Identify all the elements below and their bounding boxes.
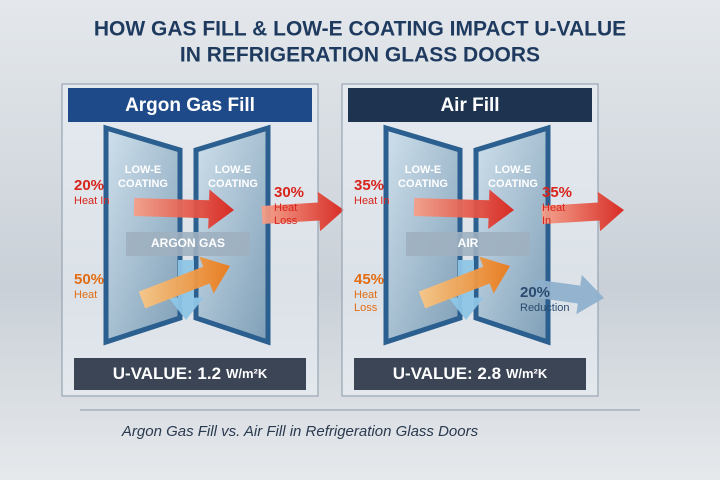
coating-label: LOW-E	[405, 164, 441, 176]
arrow-label: Loss	[274, 215, 298, 227]
coating-label: COATING	[398, 178, 448, 190]
u-value-unit: W/m²K	[226, 366, 268, 381]
arrow	[541, 191, 624, 232]
u-value-label: U-VALUE: 2.8	[393, 364, 501, 383]
arrow-percent: 45%	[354, 271, 384, 288]
coating-label: COATING	[208, 178, 258, 190]
arrow-label: In	[542, 215, 551, 227]
arrow-label: Heat	[354, 289, 377, 301]
u-value-unit: W/m²K	[506, 366, 548, 381]
panel-title: Argon Gas Fill	[125, 95, 255, 116]
arrow-label: Heat	[74, 289, 97, 301]
u-value: U-VALUE: 2.8 W/m²K	[393, 364, 548, 383]
coating-label: LOW-E	[495, 164, 531, 176]
arrow	[530, 274, 604, 315]
panel-header	[68, 88, 312, 122]
arrow-percent: 30%	[274, 184, 304, 201]
arrow-label: Loss	[354, 302, 378, 314]
arrow-percent: 50%	[74, 271, 104, 288]
arrow	[413, 189, 514, 230]
arrow-percent: 20%	[520, 284, 550, 301]
arrow	[261, 191, 344, 232]
u-value: U-VALUE: 1.2 W/m²K	[113, 364, 268, 383]
title: IN REFRIGERATION GLASS DOORS	[180, 44, 540, 67]
coating-label: LOW-E	[215, 164, 251, 176]
arrow	[418, 256, 510, 309]
arrow-percent: 35%	[542, 184, 572, 201]
arrow-label: Heat	[274, 202, 297, 214]
arrow	[138, 256, 230, 309]
arrow-label: Heat	[542, 202, 565, 214]
u-value-box	[354, 358, 586, 390]
arrow-label: Heat In	[74, 195, 109, 207]
gap-label: ARGON GAS	[151, 236, 225, 250]
panel-title: Air Fill	[440, 95, 499, 116]
u-value-box	[74, 358, 306, 390]
u-value-label: U-VALUE: 1.2	[113, 364, 221, 383]
arrow-percent: 35%	[354, 177, 384, 194]
arrow	[133, 189, 234, 230]
gap-label-box	[126, 232, 250, 256]
panel-header	[348, 88, 592, 122]
coating-label: COATING	[488, 178, 538, 190]
arrow-label: Reduction	[520, 302, 570, 314]
title: HOW GAS FILL & LOW-E COATING IMPACT U-VA…	[94, 18, 626, 41]
arrow-label: Heat In	[354, 195, 389, 207]
gap-label: AIR	[458, 236, 479, 250]
arrow-percent: 20%	[74, 177, 104, 194]
coating-label: COATING	[118, 178, 168, 190]
gap-label-box	[406, 232, 530, 256]
caption: Argon Gas Fill vs. Air Fill in Refrigera…	[121, 423, 479, 440]
coating-label: LOW-E	[125, 164, 161, 176]
